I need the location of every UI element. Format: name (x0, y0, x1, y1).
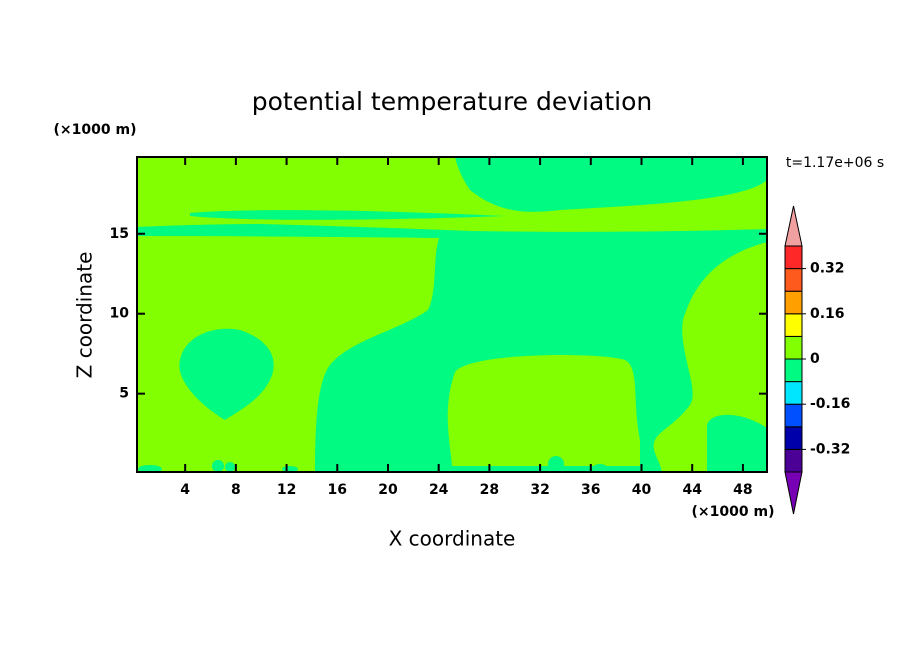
colorbar-under (784, 471, 803, 515)
contour-fill (212, 460, 224, 472)
x-tick-label: 20 (378, 482, 398, 498)
y-axis-label: Z coordinate (73, 252, 97, 379)
x-tick-label: 16 (328, 482, 347, 498)
colorbar-box (784, 358, 803, 383)
x-tick-label: 12 (277, 482, 296, 498)
x-tick-label: 8 (231, 482, 241, 498)
colorbar-tick-label: 0 (810, 351, 820, 367)
colorbar-box (784, 381, 803, 405)
colorbar-box (784, 268, 803, 292)
x-tick-label: 44 (682, 482, 702, 498)
contour-fill (190, 210, 505, 220)
contour-fill (367, 460, 379, 472)
x-unit-label: (×1000 m) (692, 504, 775, 520)
colorbar-tick-label: 0.16 (810, 306, 845, 322)
x-tick-label: 40 (632, 482, 652, 498)
contour-fill (225, 462, 235, 472)
colorbar-tick-label: -0.16 (810, 396, 850, 412)
x-tick-label: 48 (733, 482, 752, 498)
y-tick-label: 5 (119, 386, 129, 402)
contour-fill (593, 464, 607, 472)
colorbar-box (784, 245, 803, 270)
x-tick-label: 36 (581, 482, 600, 498)
contour-fill (179, 328, 274, 420)
annotation: t=1.17e+06 s (786, 155, 884, 171)
y-tick-label: 10 (110, 306, 130, 322)
colorbar-over (784, 205, 803, 247)
contour-fill (707, 414, 767, 472)
contour-field (137, 157, 767, 472)
x-tick-label: 4 (180, 482, 190, 498)
y-unit-label: (×1000 m) (54, 122, 137, 138)
contour-fill (548, 456, 564, 472)
x-tick-label: 32 (530, 482, 549, 498)
colorbar-box (784, 448, 803, 473)
contour-fill (138, 465, 162, 472)
colorbar-box (784, 426, 803, 450)
y-tick-label: 15 (110, 226, 129, 242)
colorbar-box (784, 313, 803, 337)
contour-fill (315, 236, 767, 472)
chart-title: potential temperature deviation (252, 87, 652, 116)
colorbar-tick-label: 0.32 (810, 261, 845, 277)
x-axis-label: X coordinate (389, 527, 516, 551)
colorbar-box (784, 403, 803, 428)
colorbar-box (784, 290, 803, 315)
x-tick-label: 28 (480, 482, 499, 498)
contour-fill (455, 157, 767, 212)
colorbar-tick-label: -0.32 (810, 441, 850, 457)
x-tick-label: 24 (429, 482, 449, 498)
contour-fill (351, 462, 361, 472)
colorbar-box (784, 335, 803, 360)
contour-fill (447, 355, 640, 466)
